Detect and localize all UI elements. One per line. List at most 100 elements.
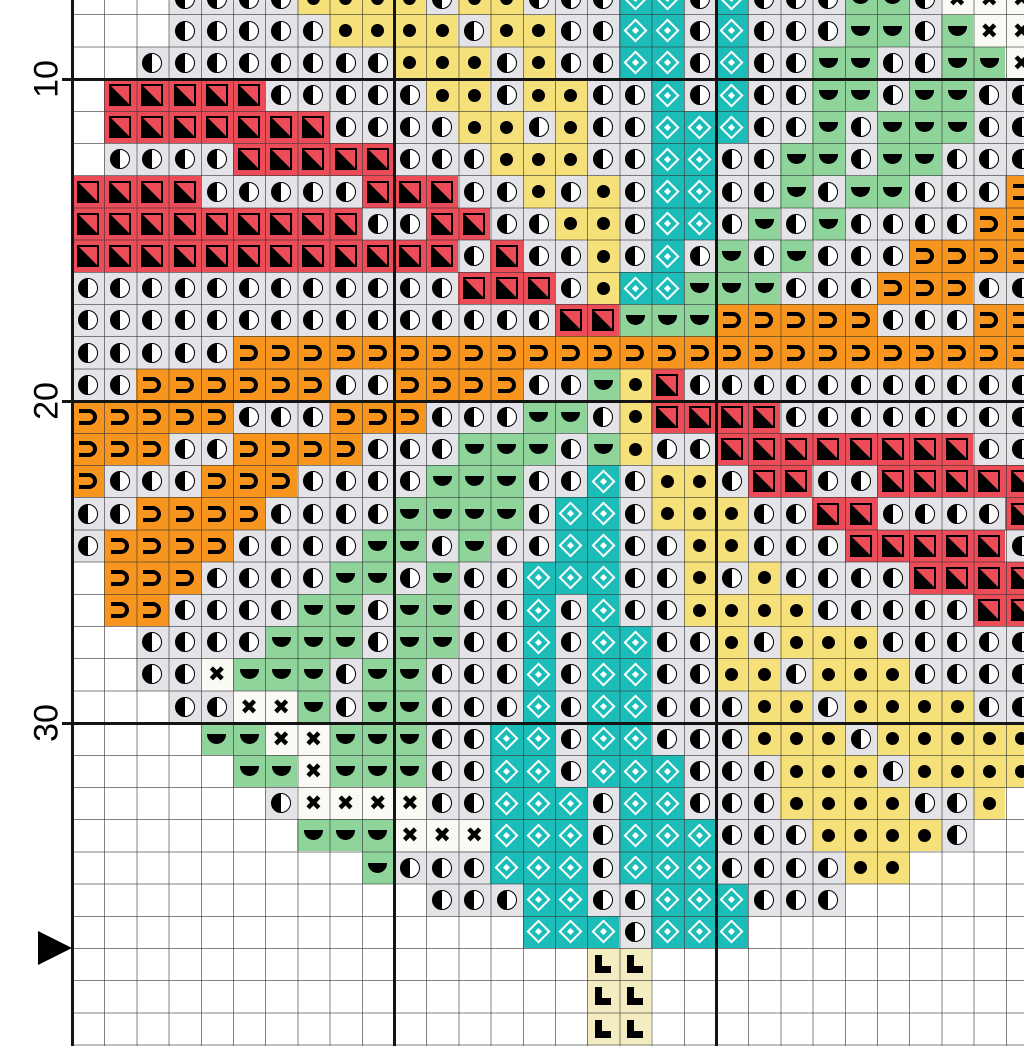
stitch-cell — [651, 626, 684, 659]
stitch-cell — [136, 304, 169, 337]
stitch-cell — [458, 915, 491, 949]
stitch-cell — [1005, 111, 1024, 144]
stitch-cell — [426, 78, 459, 112]
stitch-cell — [329, 1012, 362, 1045]
half-circle-icon — [239, 0, 260, 9]
half-circle-icon — [335, 535, 356, 556]
half-circle-icon — [947, 213, 968, 234]
stitch-cell — [361, 78, 394, 112]
stitch-cell — [876, 593, 909, 627]
stitch-cell — [329, 658, 362, 691]
stitch-cell — [973, 239, 1006, 273]
half-circle-icon — [786, 857, 807, 878]
half-circle-icon — [78, 342, 99, 363]
half-circle-icon — [496, 600, 517, 621]
diamond-icon — [719, 115, 744, 140]
triangle-square-icon — [946, 566, 969, 589]
stitch-cell — [72, 336, 105, 369]
stitch-cell — [973, 722, 1006, 755]
half-moon-icon — [368, 572, 388, 583]
stitch-cell — [715, 14, 748, 47]
stitch-cell — [104, 658, 137, 691]
horseshoe-icon — [755, 312, 774, 329]
stitch-cell — [747, 787, 781, 820]
stitch-cell — [329, 46, 362, 79]
half-circle-icon — [239, 567, 260, 588]
stitch-cell — [587, 336, 620, 369]
half-circle-icon — [174, 342, 195, 363]
stitch-cell — [941, 754, 974, 788]
stitch-cell — [232, 883, 266, 916]
half-circle-icon — [914, 0, 935, 9]
diamond-icon — [591, 501, 616, 526]
stitch-cell — [426, 433, 459, 466]
horseshoe-icon — [722, 312, 741, 329]
stitch-cell — [844, 400, 877, 434]
cross-icon: ✖ — [240, 694, 258, 719]
stitch-cell — [651, 433, 684, 466]
triangle-square-icon — [270, 245, 293, 267]
stitch-cell — [136, 754, 169, 788]
half-circle-icon — [303, 20, 324, 41]
stitch-cell — [844, 368, 877, 401]
stitch-cell — [812, 433, 845, 466]
stitch-cell — [329, 948, 362, 981]
half-circle-icon — [914, 181, 935, 202]
stitch-cell — [361, 626, 394, 659]
diamond-icon — [623, 630, 648, 655]
stitch-cell — [587, 658, 620, 691]
half-circle-icon — [754, 825, 775, 846]
grid-major-line-row10 — [62, 77, 1024, 81]
stitch-cell — [426, 0, 459, 15]
stitch-cell — [265, 175, 298, 208]
stitch-cell — [1005, 239, 1024, 273]
stitch-cell — [747, 207, 781, 240]
half-circle-icon — [206, 439, 227, 460]
half-circle-icon — [206, 632, 227, 653]
horseshoe-icon — [207, 473, 226, 490]
half-circle-icon — [560, 600, 581, 621]
stitch-cell — [1005, 948, 1024, 981]
stitch-cell — [522, 1012, 555, 1045]
half-circle-icon — [657, 632, 678, 653]
stitch-cell — [683, 207, 716, 240]
dot-icon — [918, 764, 932, 778]
stitch-cell — [1005, 336, 1024, 369]
half-circle-icon — [754, 889, 775, 910]
half-circle-icon — [78, 310, 99, 331]
stitch-cell — [458, 0, 491, 15]
half-moon-icon — [851, 90, 871, 101]
stitch-cell — [232, 851, 266, 884]
diamond-icon — [526, 823, 551, 848]
stitch-cell — [908, 175, 942, 208]
stitch-cell — [458, 143, 491, 176]
half-moon-icon — [497, 476, 517, 487]
half-moon-icon — [336, 637, 356, 648]
stitch-cell — [587, 851, 620, 884]
half-circle-icon — [464, 406, 485, 427]
stitch-cell — [265, 754, 298, 788]
horseshoe-icon — [787, 344, 806, 361]
stitch-cell — [393, 368, 427, 401]
half-circle-icon — [689, 793, 710, 814]
stitch-cell — [522, 0, 555, 15]
stitch-cell — [683, 851, 716, 884]
stitch-cell — [297, 851, 330, 884]
stitch-cell — [844, 78, 877, 112]
stitch-cell — [683, 787, 716, 820]
half-circle-icon — [914, 310, 935, 331]
diamond-icon — [591, 919, 616, 944]
stitch-cell — [683, 529, 716, 562]
horseshoe-icon — [915, 344, 934, 361]
stitch-cell — [651, 465, 684, 498]
half-circle-icon — [689, 20, 710, 41]
stitch-cell — [104, 690, 137, 723]
stitch-cell — [780, 207, 813, 240]
stitch-cell — [522, 883, 555, 916]
stitch-cell — [265, 111, 298, 144]
stitch-cell — [973, 78, 1006, 112]
diamond-icon — [591, 694, 616, 719]
stitch-cell — [232, 465, 266, 498]
stitch-cell — [908, 883, 942, 916]
stitch-cell — [168, 239, 201, 273]
